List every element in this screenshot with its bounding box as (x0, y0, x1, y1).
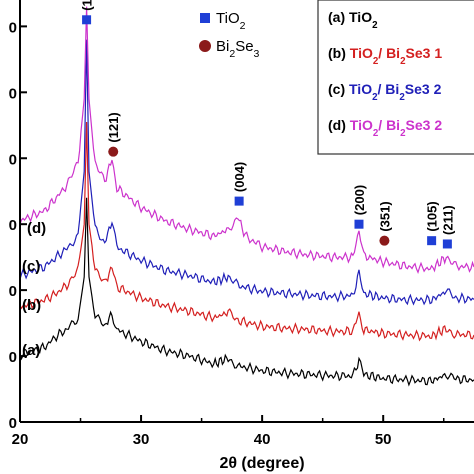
y-axis-ticks: 0 0 0 0 0 0 0 (9, 19, 27, 432)
x-axis-ticks: 20 30 40 50 (12, 415, 445, 448)
peak-annotations: (101) (121) (004) (200) (351) (105)(211) (80, 0, 455, 249)
x-axis-label: 2θ (degree) (219, 455, 304, 472)
series-line-4 (19, 6, 474, 275)
curve-labels: (a) (b) (c) (d) (22, 220, 46, 359)
legend-entry: (b) TiO2/ Bi2Se3 1 (328, 45, 442, 67)
y-tick-label: 0 (9, 19, 17, 36)
marker-legend-label: Bi2Se3 (216, 38, 260, 60)
peak-marker (427, 236, 437, 246)
legend-entry: (c) TiO2/ Bi2Se3 2 (328, 81, 442, 103)
x-tick-label: 40 (254, 431, 271, 448)
x-tick-label: 30 (133, 431, 150, 448)
series-line-3 (19, 39, 474, 306)
peak-marker (379, 235, 390, 246)
marker-legend-square (200, 13, 210, 23)
y-tick-label: 0 (9, 415, 17, 432)
peak-marker (354, 219, 364, 229)
legend-box: (a) TiO2 (b) TiO2/ Bi2Se3 1 (c) TiO2/ Bi2S… (317, 0, 474, 155)
marker-legend-circle (199, 40, 211, 52)
peak-marker (82, 15, 92, 25)
curve-label: (a) (22, 342, 40, 359)
peak-label: (101) (80, 0, 95, 11)
peak-label: (211) (440, 205, 455, 235)
curve-label: (d) (27, 220, 46, 237)
series-group (19, 6, 474, 387)
series-line-2 (19, 121, 474, 342)
y-tick-label: 0 (9, 151, 17, 168)
peak-label: (351) (377, 201, 392, 231)
marker-legend: TiO2 Bi2Se3 (199, 10, 260, 60)
peak-marker (234, 196, 244, 206)
series-line-1 (19, 197, 474, 387)
peak-marker (108, 146, 119, 157)
peak-label: (200) (352, 185, 367, 215)
x-tick-label: 50 (375, 431, 392, 448)
curve-label: (c) (22, 258, 40, 275)
marker-legend-label: TiO2 (216, 10, 246, 32)
y-tick-label: 0 (9, 85, 17, 102)
legend-frame (317, 0, 474, 155)
legend-entry: (d) TiO2/ Bi2Se3 2 (328, 117, 442, 139)
legend-entry: (a) TiO2 (328, 9, 378, 31)
peak-label: (121) (106, 112, 121, 142)
peak-marker (442, 239, 452, 249)
peak-label: (105) (425, 201, 440, 231)
y-tick-label: 0 (9, 283, 17, 300)
peak-label: (004) (232, 162, 247, 192)
y-tick-label: 0 (9, 217, 17, 234)
x-tick-label: 20 (12, 431, 29, 448)
curve-label: (b) (22, 297, 41, 314)
y-tick-label: 0 (9, 349, 17, 366)
